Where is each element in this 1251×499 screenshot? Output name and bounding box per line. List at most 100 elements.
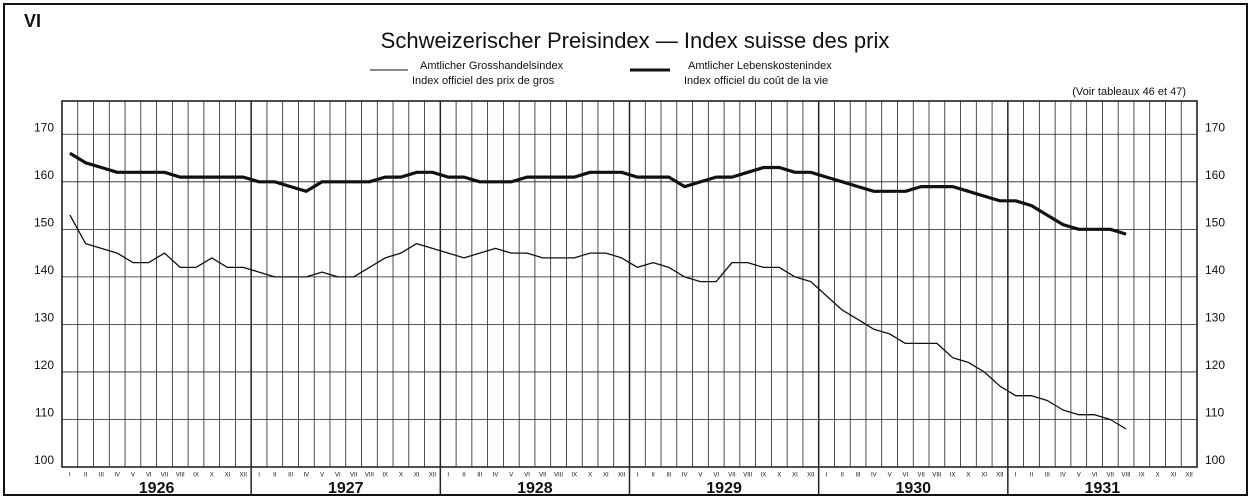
- note: (Voir tableaux 46 et 47): [1072, 86, 1186, 98]
- x-tick-label: I: [1015, 473, 1017, 479]
- y-tick-label: 130: [1205, 311, 1225, 325]
- x-tick-label: VI: [1092, 473, 1098, 479]
- legend-label: Amtlicher Lebenskostenindex: [688, 60, 832, 72]
- x-tick-label: II: [841, 473, 845, 479]
- x-tick-label: XI: [792, 473, 798, 479]
- y-tick-label: 120: [1205, 358, 1225, 372]
- x-tick-label: I: [826, 473, 828, 479]
- x-tick-label: VII: [350, 473, 358, 479]
- x-tick-label: VII: [539, 473, 547, 479]
- year-label: 1931: [1085, 480, 1121, 497]
- x-tick-label: XI: [1171, 473, 1177, 479]
- x-tick-label: VI: [335, 473, 341, 479]
- x-tick-label: V: [1077, 473, 1081, 479]
- legend-label: Amtlicher Grosshandelsindex: [420, 60, 564, 72]
- x-tick-label: VIII: [932, 473, 941, 479]
- x-tick-label: IX: [382, 473, 388, 479]
- x-tick-label: VIII: [743, 473, 752, 479]
- x-tick-label: VII: [917, 473, 925, 479]
- x-tick-label: XI: [603, 473, 609, 479]
- x-tick-label: V: [698, 473, 702, 479]
- x-tick-label: V: [888, 473, 892, 479]
- x-tick-label: IX: [761, 473, 767, 479]
- x-tick-label: XII: [807, 473, 815, 479]
- x-tick-label: III: [99, 473, 104, 479]
- x-tick-label: IX: [950, 473, 956, 479]
- x-tick-label: IX: [1139, 473, 1145, 479]
- year-label: 1930: [895, 480, 931, 497]
- x-tick-label: XII: [429, 473, 437, 479]
- x-tick-label: II: [651, 473, 655, 479]
- x-tick-label: VI: [146, 473, 152, 479]
- x-tick-label: VI: [713, 473, 719, 479]
- x-tick-label: V: [320, 473, 324, 479]
- y-tick-label: 160: [1205, 168, 1225, 182]
- x-tick-label: X: [777, 473, 781, 479]
- x-tick-label: VIII: [1122, 473, 1131, 479]
- y-tick-label: 140: [34, 263, 54, 277]
- series-line: [69, 151, 1127, 236]
- x-tick-label: IX: [571, 473, 577, 479]
- legend-label: Index officiel des prix de gros: [412, 75, 555, 87]
- panel-label: VI: [24, 11, 41, 31]
- x-tick-label: XI: [414, 473, 420, 479]
- x-tick-label: XI: [225, 473, 231, 479]
- x-tick-label: XII: [996, 473, 1004, 479]
- x-tick-label: IX: [193, 473, 199, 479]
- x-tick-label: II: [84, 473, 88, 479]
- x-tick-label: X: [588, 473, 592, 479]
- y-tick-label: 150: [1205, 216, 1225, 230]
- x-tick-label: III: [1045, 473, 1050, 479]
- x-tick-label: IV: [1060, 473, 1066, 479]
- x-tick-label: IV: [304, 473, 310, 479]
- series-line: [69, 214, 1127, 430]
- y-tick-label: 130: [34, 311, 54, 325]
- x-tick-label: XII: [240, 473, 248, 479]
- x-tick-label: V: [509, 473, 513, 479]
- x-tick-label: VI: [524, 473, 530, 479]
- y-tick-label: 100: [1205, 453, 1225, 467]
- x-tick-label: IV: [114, 473, 120, 479]
- y-tick-label: 100: [34, 453, 54, 467]
- x-tick-label: X: [966, 473, 970, 479]
- x-tick-label: I: [447, 473, 449, 479]
- x-tick-label: VII: [161, 473, 169, 479]
- y-tick-label: 170: [1205, 120, 1225, 134]
- x-tick-label: X: [210, 473, 214, 479]
- x-tick-label: I: [258, 473, 260, 479]
- x-tick-label: I: [69, 473, 71, 479]
- year-label: 1928: [517, 480, 553, 497]
- y-tick-label: 140: [1205, 263, 1225, 277]
- y-tick-label: 170: [34, 120, 54, 134]
- y-tick-label: 110: [35, 406, 54, 420]
- y-tick-label: 150: [34, 216, 54, 230]
- x-tick-label: X: [1156, 473, 1160, 479]
- x-tick-label: VIII: [365, 473, 374, 479]
- y-tick-label: 110: [1205, 406, 1224, 420]
- x-tick-label: IV: [682, 473, 688, 479]
- year-label: 1929: [706, 480, 742, 497]
- x-tick-label: VII: [728, 473, 736, 479]
- x-tick-label: XII: [1185, 473, 1193, 479]
- x-tick-label: IV: [871, 473, 877, 479]
- y-tick-label: 120: [34, 358, 54, 372]
- y-tick-label: 160: [34, 168, 54, 182]
- x-tick-label: IV: [493, 473, 499, 479]
- x-tick-label: XII: [618, 473, 626, 479]
- year-label: 1926: [139, 480, 175, 497]
- x-tick-label: VIII: [176, 473, 185, 479]
- x-tick-label: III: [477, 473, 482, 479]
- x-tick-label: V: [131, 473, 135, 479]
- x-tick-label: III: [288, 473, 293, 479]
- x-tick-label: VII: [1107, 473, 1115, 479]
- x-tick-label: X: [399, 473, 403, 479]
- year-label: 1927: [328, 480, 364, 497]
- legend-label: Index officiel du coût de la vie: [684, 75, 828, 87]
- x-tick-label: II: [1030, 473, 1034, 479]
- x-tick-label: I: [637, 473, 639, 479]
- x-tick-label: II: [462, 473, 466, 479]
- x-tick-label: III: [856, 473, 861, 479]
- chart-title: Schweizerischer Preisindex — Index suiss…: [381, 28, 890, 53]
- x-tick-label: VI: [903, 473, 909, 479]
